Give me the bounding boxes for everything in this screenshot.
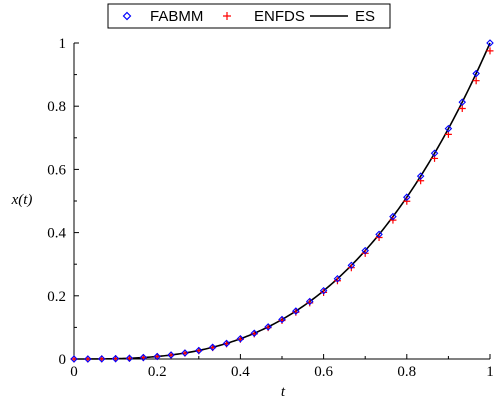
legend: FABMM ENFDS ES (107, 3, 391, 29)
x-tick-label: 0.4 (231, 364, 250, 380)
plot-area (70, 39, 494, 363)
series-fabmm-point (430, 149, 439, 158)
y-tick-label: 0 (59, 352, 67, 368)
legend-label-fabmm: FABMM (150, 8, 203, 25)
x-tick-label: 0 (70, 364, 78, 380)
legend-label-es: ES (355, 8, 375, 25)
legend-label-enfds: ENFDS (254, 8, 305, 25)
series-fabmm-point (375, 230, 383, 239)
series-enfds-point (333, 277, 341, 285)
series-fabmm-point (292, 307, 300, 315)
y-tick-label: 1 (59, 36, 67, 52)
series-fabmm-point (84, 355, 92, 363)
series-fabmm-point (472, 69, 480, 78)
series-fabmm-point (444, 124, 453, 133)
series-enfds-point (417, 177, 425, 185)
series-fabmm-point (153, 352, 161, 361)
legend-plus-marker (223, 12, 231, 20)
series-fabmm-point (361, 246, 369, 255)
y-tick-label: 0.8 (47, 99, 66, 115)
series-fabmm-point (458, 98, 467, 106)
x-tick-label: 1 (486, 364, 494, 380)
series-fabmm-point (222, 339, 231, 348)
series-fabmm-point (319, 286, 328, 295)
series-fabmm-point (208, 343, 217, 352)
series-fabmm-point (97, 355, 106, 363)
series-fabmm-point (167, 351, 175, 359)
x-axis-label: t (281, 384, 286, 400)
series-enfds-point (403, 197, 411, 205)
series-fabmm-point (181, 349, 189, 357)
ticks (73, 42, 491, 360)
series-fabmm-point (333, 274, 342, 283)
series-fabmm-point (389, 212, 397, 221)
series-fabmm-point (195, 346, 203, 355)
series-fabmm-point (347, 261, 356, 270)
series-enfds-point (320, 288, 328, 296)
series-fabmm-point (416, 172, 425, 180)
legend-diamond-marker (122, 11, 132, 21)
y-tick-label: 0.2 (47, 289, 66, 305)
series-fabmm-point (125, 354, 134, 363)
series-enfds-point (458, 105, 466, 113)
series-fabmm-point (264, 323, 272, 331)
series-enfds-point (472, 77, 480, 85)
series-fabmm-point (486, 39, 494, 47)
series-fabmm-point (236, 334, 245, 343)
axes (73, 43, 490, 360)
x-tick-label: 0.8 (397, 364, 416, 380)
tick-labels: 0 0.2 0.4 0.6 0.8 1 0 0.2 0.4 0.6 0.8 1 (47, 36, 494, 380)
x-tick-label: 0.6 (314, 364, 333, 380)
series-fabmm-point (403, 193, 411, 201)
x-tick-label: 0.2 (148, 364, 167, 380)
series-fabmm-point (70, 355, 78, 363)
series-fabmm-point (278, 315, 286, 324)
y-tick-label: 0.4 (47, 226, 66, 242)
series-fabmm-point (250, 329, 259, 338)
series-es-line (74, 42, 491, 360)
series-fabmm-point (111, 354, 120, 363)
series-fabmm-point (305, 297, 314, 306)
series-fabmm-point (139, 353, 148, 362)
series-enfds-point (486, 47, 494, 55)
y-tick-label: 0.6 (47, 162, 66, 178)
y-axis-label: x(t) (11, 192, 33, 208)
